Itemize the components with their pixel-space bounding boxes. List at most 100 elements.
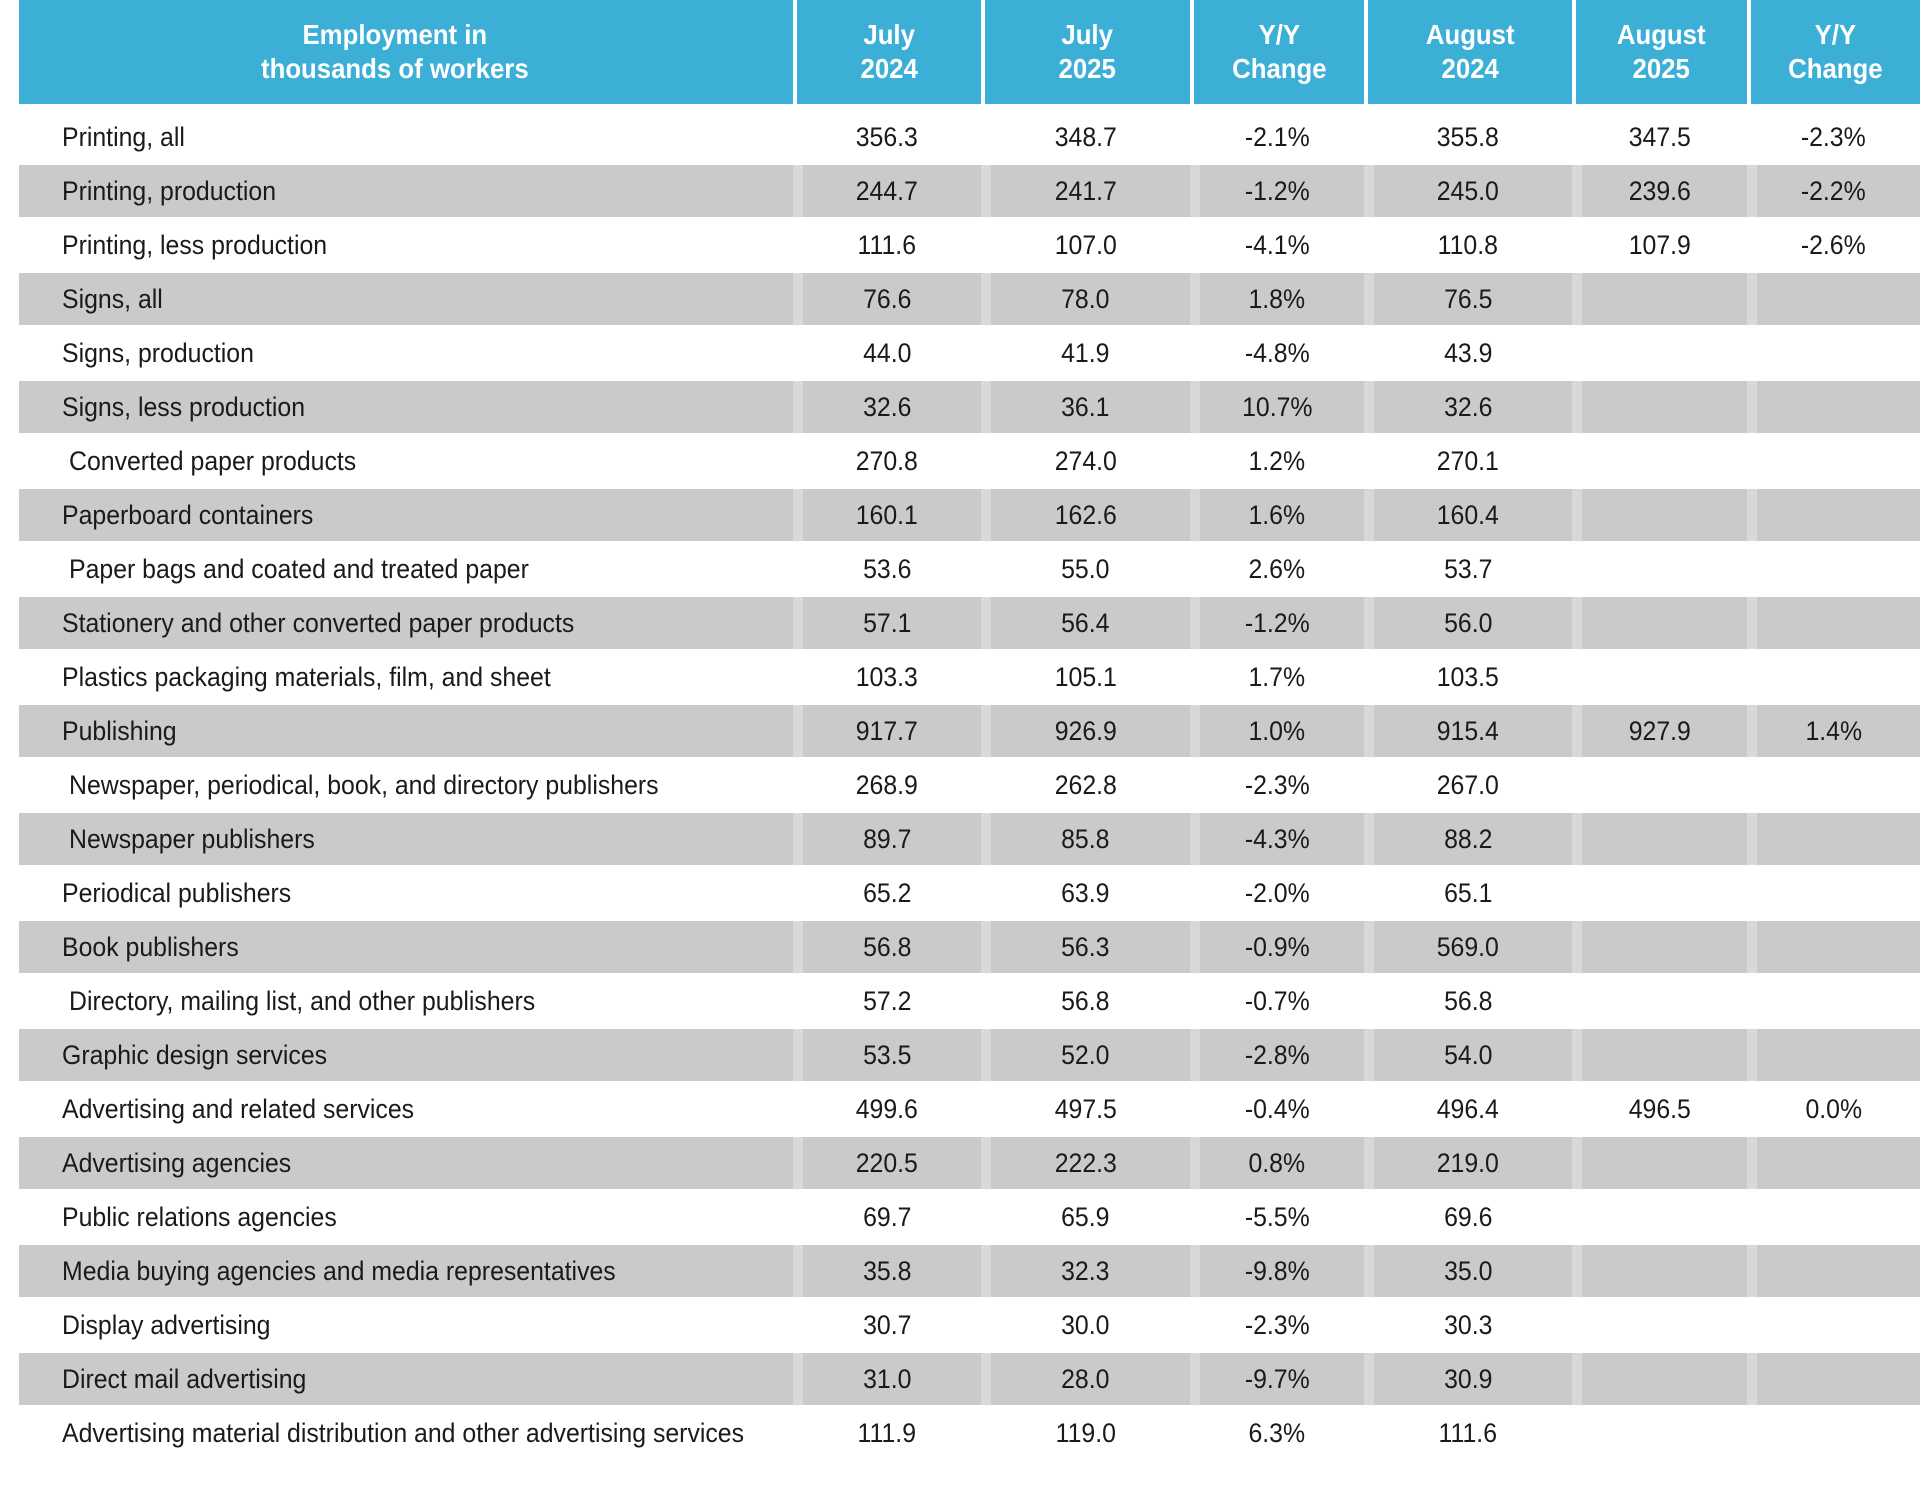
cell-august-2024: 219.0 <box>1364 1137 1572 1189</box>
cell-value: -0.7% <box>1244 985 1310 1016</box>
cell-august-2024: 245.0 <box>1364 165 1572 217</box>
cell-value: 54.0 <box>1443 1039 1493 1070</box>
cell-yy-change-2: -2.6% <box>1747 218 1920 272</box>
cell-yy-change-1: 1.7% <box>1190 650 1364 704</box>
cell-value: 1.7% <box>1248 661 1306 692</box>
cell-august-2024: 35.0 <box>1364 1245 1572 1297</box>
cell-value: -9.7% <box>1244 1363 1310 1394</box>
header-col-july-2024: July 2024 <box>793 0 981 104</box>
cell-august-2024: 496.4 <box>1364 1082 1572 1136</box>
cell-value: 241.7 <box>1054 175 1117 206</box>
header-col-yy-change-1: Y/Y Change <box>1190 0 1364 104</box>
cell-august-2024: 53.7 <box>1364 542 1572 596</box>
cell-yy-change-2 <box>1747 1353 1920 1405</box>
header-col-august-2024: August 2024 <box>1364 0 1572 104</box>
cell-value: 2.6% <box>1248 553 1306 584</box>
cell-august-2024: 110.8 <box>1364 218 1572 272</box>
cell-yy-change-1: -4.3% <box>1190 813 1364 865</box>
cell-august-2024: 111.6 <box>1364 1406 1572 1460</box>
cell-value: -2.2% <box>1801 175 1866 206</box>
row-label: Periodical publishers <box>62 877 292 908</box>
row-label: Book publishers <box>62 931 239 962</box>
cell-august-2025 <box>1572 758 1747 812</box>
cell-value: 107.0 <box>1054 229 1117 260</box>
cell-yy-change-2: 0.0% <box>1747 1082 1920 1136</box>
cell-july-2025: 78.0 <box>981 273 1190 325</box>
cell-value: -2.8% <box>1244 1039 1310 1070</box>
cell-august-2025 <box>1572 921 1747 973</box>
cell-yy-change-2 <box>1747 1406 1920 1460</box>
cell-august-2024: 65.1 <box>1364 866 1572 920</box>
cell-july-2024: 57.2 <box>793 974 981 1028</box>
cell-value: 76.5 <box>1443 283 1493 314</box>
cell-august-2024: 30.9 <box>1364 1353 1572 1405</box>
cell-august-2024: 54.0 <box>1364 1029 1572 1081</box>
cell-value: 53.6 <box>862 553 912 584</box>
table-row: Display advertising 30.7 30.0 -2.3% 30.3 <box>19 1298 1920 1352</box>
cell-august-2025 <box>1572 1298 1747 1352</box>
cell-value: 69.7 <box>862 1201 912 1232</box>
cell-value: 1.6% <box>1248 499 1306 530</box>
header-col-july-2025: July 2025 <box>981 0 1190 104</box>
cell-july-2024: 499.6 <box>793 1082 981 1136</box>
row-label: Paper bags and coated and treated paper <box>69 553 529 584</box>
cell-july-2025: 52.0 <box>981 1029 1190 1081</box>
cell-yy-change-2 <box>1747 921 1920 973</box>
table-row: Signs, all 76.6 78.0 1.8% 76.5 <box>19 272 1920 326</box>
row-label: Plastics packaging materials, film, and … <box>62 661 551 692</box>
row-label-cell: Directory, mailing list, and other publi… <box>19 974 793 1028</box>
cell-yy-change-1: -0.7% <box>1190 974 1364 1028</box>
row-label-cell: Stationery and other converted paper pro… <box>19 597 793 649</box>
cell-yy-change-2 <box>1747 974 1920 1028</box>
cell-value: 111.6 <box>857 229 917 260</box>
cell-yy-change-1: -2.0% <box>1190 866 1364 920</box>
table-row: Graphic design services 53.5 52.0 -2.8% 54.0 <box>19 1028 1920 1082</box>
cell-august-2025: 347.5 <box>1572 110 1747 164</box>
cell-august-2025 <box>1572 381 1747 433</box>
table-row: Direct mail advertising 31.0 28.0 -9.7% 30.9 <box>19 1352 1920 1406</box>
cell-value: 30.0 <box>1061 1309 1110 1340</box>
cell-value: 65.1 <box>1443 877 1493 908</box>
cell-yy-change-1: -9.8% <box>1190 1245 1364 1297</box>
cell-value: 926.9 <box>1054 715 1117 746</box>
cell-yy-change-2 <box>1747 650 1920 704</box>
cell-july-2024: 244.7 <box>793 165 981 217</box>
cell-value: 110.8 <box>1437 229 1499 260</box>
row-label-cell: Periodical publishers <box>19 866 793 920</box>
table-row: Printing, all 356.3 348.7 -2.1% 355.8 347.5 -2… <box>19 110 1920 164</box>
cell-yy-change-1: -1.2% <box>1190 165 1364 217</box>
cell-value: -0.9% <box>1244 931 1310 962</box>
row-label-cell: Media buying agencies and media represen… <box>19 1245 793 1297</box>
row-label: Direct mail advertising <box>62 1363 307 1394</box>
header-col-label: August 2025 <box>1617 19 1706 84</box>
table-title: Employment in thousands of workers <box>260 19 529 84</box>
cell-july-2024: 89.7 <box>793 813 981 865</box>
cell-value: -2.0% <box>1244 877 1310 908</box>
cell-august-2025 <box>1572 1245 1747 1297</box>
cell-july-2024: 103.3 <box>793 650 981 704</box>
cell-yy-change-2 <box>1747 1137 1920 1189</box>
table-row: Newspaper publishers 89.7 85.8 -4.3% 88.2 <box>19 812 1920 866</box>
cell-yy-change-2: -2.2% <box>1747 165 1920 217</box>
row-label: Printing, less production <box>62 229 328 260</box>
cell-value: 499.6 <box>855 1093 919 1124</box>
cell-august-2024: 30.3 <box>1364 1298 1572 1352</box>
cell-value: 927.9 <box>1628 715 1691 746</box>
cell-value: 53.5 <box>862 1039 912 1070</box>
cell-value: 496.5 <box>1628 1093 1691 1124</box>
cell-august-2024: 88.2 <box>1364 813 1572 865</box>
cell-july-2025: 32.3 <box>981 1245 1190 1297</box>
cell-yy-change-2 <box>1747 542 1920 596</box>
table-row: Advertising material distribution and ot… <box>19 1406 1920 1460</box>
cell-yy-change-2 <box>1747 866 1920 920</box>
cell-yy-change-2 <box>1747 813 1920 865</box>
row-label-cell: Advertising agencies <box>19 1137 793 1189</box>
cell-value: 497.5 <box>1054 1093 1117 1124</box>
cell-july-2025: 56.8 <box>981 974 1190 1028</box>
cell-yy-change-1: -2.3% <box>1190 758 1364 812</box>
cell-value: -1.2% <box>1244 175 1310 206</box>
cell-july-2025: 56.4 <box>981 597 1190 649</box>
cell-value: 56.8 <box>1061 985 1110 1016</box>
cell-july-2025: 348.7 <box>981 110 1190 164</box>
cell-yy-change-2 <box>1747 758 1920 812</box>
